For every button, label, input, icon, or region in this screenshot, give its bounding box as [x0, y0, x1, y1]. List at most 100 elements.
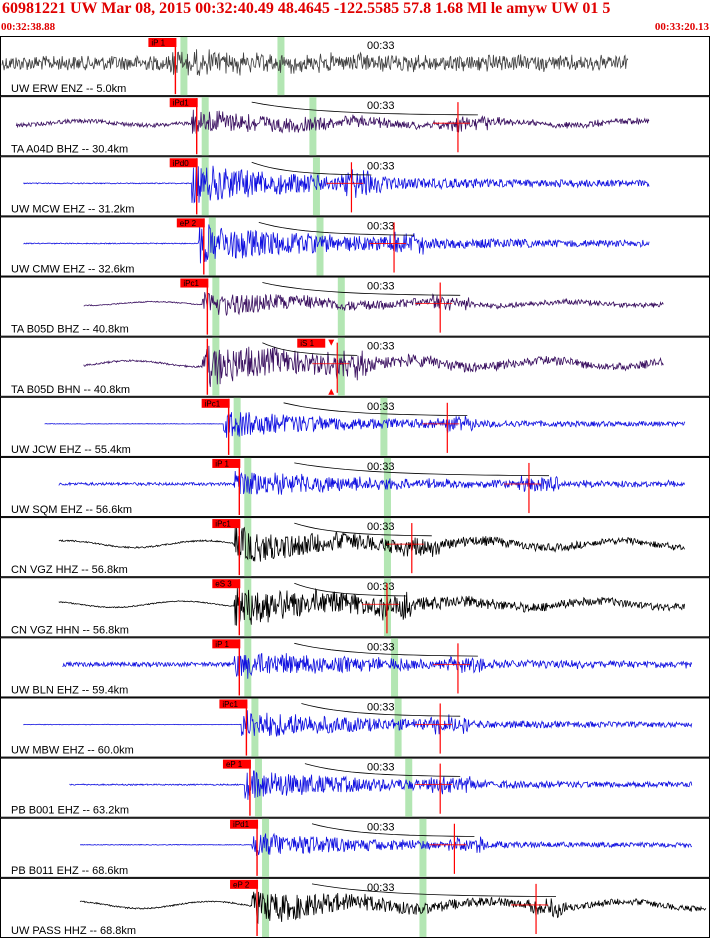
pick-label: iPc1 [205, 399, 221, 408]
p-window [212, 277, 220, 336]
time-tick-label: 00:33 [367, 401, 395, 413]
s-window [394, 698, 402, 757]
station-label: TA B05D BHN -- 40.8km [11, 384, 130, 396]
trace-panel: 00:33 iPc1 UW JCW EHZ -- 55.4km [0, 396, 710, 457]
s-window [419, 818, 427, 877]
station-label: UW CMW EHZ -- 32.6km [11, 264, 134, 276]
trace-panel: 00:33 iP 1 UW SQM EHZ -- 56.6km [0, 456, 710, 518]
time-tick-label: 00:33 [367, 40, 395, 52]
pick-label-box [180, 278, 209, 288]
pick-label: iPd0 [173, 159, 190, 168]
s-window [316, 217, 324, 276]
pick-label: eP 2 [180, 219, 197, 228]
waveform [79, 891, 707, 925]
station-label: UW MCW EHZ -- 31.2km [11, 203, 134, 215]
trace-panel: 00:33 iP 1 UW ERW ENZ -- 5.0km [0, 36, 710, 97]
trace-panel: 00:33 eS 3 CN VGZ HHN -- 56.8km [0, 577, 710, 638]
time-tick-label: 00:33 [367, 341, 395, 353]
coda-curve [311, 823, 475, 837]
s-window [337, 337, 345, 396]
coda-curve [258, 222, 415, 236]
trace-panel: 00:33 iP 1 UW BLN EHZ -- 59.4km [0, 637, 710, 698]
s-window [380, 397, 388, 456]
pick-label: iPd1 [173, 99, 190, 108]
station-label: UW SQM EHZ -- 56.6km [11, 504, 132, 516]
trace-panel: 00:33 iPd1 TA A04D BHZ -- 30.4km [0, 96, 710, 157]
pick-label-box [169, 158, 198, 168]
seismogram-panels: 00:33 iP 1 UW ERW ENZ -- 5.0km 00:33 iPd1 TA … [0, 36, 710, 938]
pick-label-box [219, 699, 248, 709]
trace-panel: 00:33 iPd0 UW MCW EHZ -- 31.2km [0, 156, 710, 217]
p-window [180, 37, 188, 96]
station-label: CN VGZ HHN -- 56.8km [11, 624, 129, 636]
time-tick-label: 00:33 [367, 641, 395, 653]
trace-panel: 00:33 iPc1 UW MBW EHZ -- 60.0km [0, 697, 710, 758]
coda-curve [251, 101, 478, 116]
pick-label-box [176, 218, 205, 228]
station-label: TA A04D BHZ -- 30.4km [11, 143, 128, 155]
station-label: PB B011 EHZ -- 68.6km [11, 865, 128, 877]
pick-label: iS 1 [300, 339, 314, 348]
coda-curve [262, 342, 358, 356]
time-tick-label: 00:33 [367, 100, 395, 112]
s-triangle-top [328, 339, 335, 346]
end-time-label: 00:33:20.13 [654, 21, 709, 33]
station-label: CN VGZ HHZ -- 56.8km [11, 564, 128, 576]
coda-curve [301, 703, 461, 717]
station-label: UW MBW EHZ -- 60.0km [11, 745, 134, 757]
waveform [58, 525, 685, 562]
pick-label-box [212, 639, 241, 649]
waveform [23, 165, 650, 204]
pick-label: iPc1 [215, 520, 231, 529]
coda-curve [294, 582, 408, 597]
pick-label: iP 1 [215, 459, 229, 468]
time-tick-label: 00:33 [367, 461, 395, 473]
station-label: UW PASS HHZ -- 68.8km [11, 925, 136, 937]
waveform [23, 710, 693, 738]
station-label: UW BLN EHZ -- 59.4km [11, 684, 128, 696]
p-window [208, 217, 216, 276]
waveform [79, 832, 693, 856]
time-tick-label: 00:33 [367, 160, 395, 172]
time-tick-label: 00:33 [367, 281, 395, 293]
event-title: 60981221 UW Mar 08, 2015 00:32:40.49 48.… [2, 0, 611, 17]
start-time-label: 00:32:38.88 [1, 21, 56, 33]
coda-curve [304, 763, 461, 777]
waveform [58, 470, 685, 495]
trace-panel: 00:33 eP 2 UW CMW EHZ -- 32.6km [0, 216, 710, 277]
waveform [69, 770, 693, 800]
pick-label-box [297, 338, 326, 348]
trace-panel: 00:33 iPd1 PB B011 EHZ -- 68.6km [0, 817, 710, 878]
trace-panel: 00:33 eP 1 PB B001 EHZ -- 63.2km [0, 757, 710, 818]
header: 60981221 UW Mar 08, 2015 00:32:40.49 48.… [0, 0, 710, 36]
pick-label-box [148, 38, 177, 47]
pick-label-box [201, 398, 230, 408]
coda-curve [311, 883, 557, 897]
p-window [244, 457, 252, 517]
time-tick-label: 00:33 [367, 822, 395, 834]
pick-label: eS 3 [215, 580, 232, 589]
trace-panel: 00:33 eP 2 UW PASS HHZ -- 68.8km [0, 877, 710, 938]
pick-label: iP 1 [215, 640, 229, 649]
waveform [44, 412, 686, 438]
coda-curve [294, 642, 478, 657]
trace-panel: 00:33 iPc1 CN VGZ HHZ -- 56.8km [0, 517, 710, 578]
pick-label: eP 1 [226, 760, 243, 769]
waveform [1, 49, 629, 76]
waveform [23, 224, 650, 264]
waveform [62, 653, 693, 679]
time-tick-label: 00:33 [367, 701, 395, 713]
pick-label: iPc1 [183, 279, 199, 288]
pick-label-box [230, 879, 259, 889]
s-triangle-bottom [328, 388, 335, 395]
coda-curve [262, 282, 461, 296]
pick-label: iPc1 [222, 700, 238, 709]
time-tick-label: 00:33 [367, 882, 395, 894]
time-tick-label: 00:33 [367, 521, 395, 533]
station-label: UW ERW ENZ -- 5.0km [11, 83, 126, 95]
coda-curve [251, 161, 372, 176]
station-label: TA B05D BHZ -- 40.8km [11, 324, 129, 336]
pick-label-box [222, 759, 251, 769]
coda-curve [294, 462, 550, 477]
trace-panel: 00:33 iS 1 TA B05D BHN -- 40.8km [0, 336, 710, 397]
